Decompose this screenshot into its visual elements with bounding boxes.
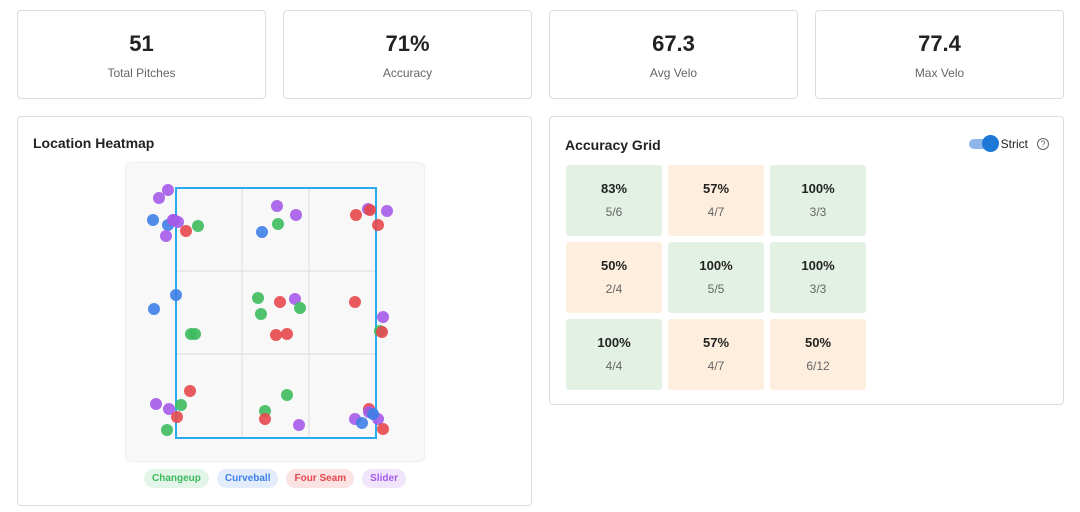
pitch-dot	[367, 408, 379, 420]
stat-label: Total Pitches	[107, 66, 176, 80]
pitch-dot	[289, 293, 301, 305]
pitch-dot	[171, 411, 183, 423]
toggle-track[interactable]	[968, 135, 999, 152]
pitch-dot	[184, 385, 196, 397]
stat-value: 51	[129, 31, 154, 56]
pitch-dot	[294, 302, 306, 314]
stat-total-pitches: 51 Total Pitches	[17, 10, 266, 99]
cell-percent: 57%	[702, 181, 730, 196]
pitch-dot	[189, 328, 201, 340]
pitch-dot	[192, 220, 204, 232]
cell-percent: 100%	[699, 258, 733, 273]
stat-accuracy: 71% Accuracy	[283, 10, 532, 99]
location-heatmap-card: Location Heatmap Changeup Curveball Four…	[17, 116, 532, 506]
pitch-dot	[377, 311, 389, 323]
grid-cell[interactable]: 100% 5/5	[668, 242, 764, 313]
cell-fraction: 4/7	[707, 359, 725, 373]
pitch-dot	[180, 225, 192, 237]
pitch-dot	[364, 204, 376, 216]
stat-label: Avg Velo	[649, 66, 698, 80]
pitch-dot	[271, 200, 283, 212]
stat-label: Max Velo	[914, 66, 965, 80]
accuracy-grid-card: Accuracy Grid Strict ? 83% 5/6 57% 4/7 100% 3…	[549, 116, 1064, 405]
legend-changeup[interactable]: Changeup	[144, 469, 209, 488]
help-icon[interactable]: ?	[1037, 138, 1049, 150]
grid-cell[interactable]: 83% 5/6	[566, 165, 662, 236]
pitch-dot	[376, 326, 388, 338]
toggle-label: Strict	[1000, 137, 1028, 151]
pitch-dot	[148, 303, 160, 315]
pitch-dot	[150, 398, 162, 410]
stat-avg-velo: 67.3 Avg Velo	[549, 10, 798, 99]
cell-percent: 100%	[801, 258, 835, 273]
pitch-dot	[175, 399, 187, 411]
grid-cell[interactable]: 100% 3/3	[770, 165, 866, 236]
pitch-dot	[293, 419, 305, 431]
grid-cell[interactable]: 57% 4/7	[668, 319, 764, 390]
cell-percent: 100%	[597, 335, 631, 350]
cell-fraction: 3/3	[809, 205, 827, 219]
pitch-dot	[170, 289, 182, 301]
pitch-dot	[255, 308, 267, 320]
pitch-dot	[153, 192, 165, 204]
stat-value: 71%	[385, 31, 430, 56]
strike-zone	[175, 187, 377, 439]
stat-value: 77.4	[918, 31, 961, 56]
grid-cell[interactable]: 100% 4/4	[566, 319, 662, 390]
accuracy-title: Accuracy Grid	[565, 137, 661, 153]
cell-percent: 100%	[801, 181, 835, 196]
cell-fraction: 2/4	[605, 282, 623, 296]
grid-cell[interactable]: 57% 4/7	[668, 165, 764, 236]
grid-cell[interactable]: 50% 2/4	[566, 242, 662, 313]
pitch-dot	[381, 205, 393, 217]
cell-fraction: 4/4	[605, 359, 623, 373]
pitch-dot	[162, 184, 174, 196]
cell-fraction: 5/5	[707, 282, 725, 296]
cell-percent: 50%	[804, 335, 832, 350]
strict-toggle[interactable]: Strict ?	[968, 135, 1049, 152]
toggle-knob[interactable]	[981, 135, 999, 152]
legend-curveball[interactable]: Curveball	[216, 469, 279, 488]
pitch-dot	[147, 214, 159, 226]
pitch-dot	[350, 209, 362, 221]
cell-percent: 50%	[600, 258, 628, 273]
pitch-dot	[290, 209, 302, 221]
pitch-dot	[377, 423, 389, 435]
pitch-dot	[252, 292, 264, 304]
stat-value: 67.3	[652, 31, 695, 56]
pitch-dot	[161, 424, 173, 436]
cell-fraction: 5/6	[605, 205, 623, 219]
legend-four-seam[interactable]: Four Seam	[286, 469, 355, 488]
pitch-dot	[163, 403, 175, 415]
pitch-dot	[259, 413, 271, 425]
legend-slider[interactable]: Slider	[362, 469, 406, 488]
stat-label: Accuracy	[382, 66, 433, 80]
stat-max-velo: 77.4 Max Velo	[815, 10, 1064, 99]
pitch-dot	[281, 328, 293, 340]
pitch-dot	[167, 214, 179, 226]
cell-percent: 83%	[600, 181, 628, 196]
pitch-dot	[274, 296, 286, 308]
pitch-dot	[270, 329, 282, 341]
heatmap-svg	[147, 184, 393, 439]
pitch-dot	[356, 417, 368, 429]
heatmap-plot[interactable]	[125, 162, 425, 462]
pitch-dot	[281, 389, 293, 401]
grid-cell[interactable]: 50% 6/12	[770, 319, 866, 390]
pitch-dot	[349, 296, 361, 308]
grid-cell[interactable]: 100% 3/3	[770, 242, 866, 313]
pitch-dot	[372, 219, 384, 231]
cell-fraction: 4/7	[707, 205, 725, 219]
cell-percent: 57%	[702, 335, 730, 350]
pitch-dot	[160, 230, 172, 242]
heatmap-title: Location Heatmap	[33, 135, 155, 151]
cell-fraction: 3/3	[809, 282, 827, 296]
pitch-legend: Changeup Curveball Four Seam Slider	[18, 469, 532, 488]
pitch-dot	[272, 218, 284, 230]
accuracy-grid: 83% 5/6 57% 4/7 100% 3/3 50% 2/4 100% 5/5 100% 3/3 1…	[566, 165, 866, 390]
cell-fraction: 6/12	[806, 359, 830, 373]
pitch-dot	[256, 226, 268, 238]
